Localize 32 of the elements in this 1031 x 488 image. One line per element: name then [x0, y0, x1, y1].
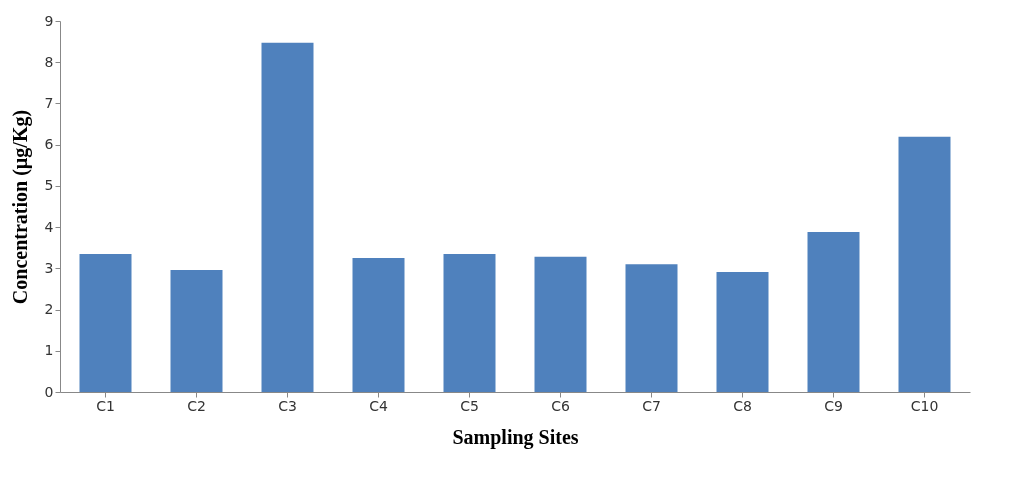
bar: [716, 272, 769, 392]
bar: [534, 256, 587, 392]
x-tick-label: C1: [96, 397, 115, 414]
y-tick-label: 7: [44, 94, 54, 111]
x-tick-label: C3: [278, 397, 297, 414]
bar: [807, 232, 860, 392]
y-tick-label: 6: [44, 136, 54, 153]
x-axis-title: Sampling Sites: [452, 425, 579, 449]
y-tick-label: 4: [44, 218, 54, 235]
x-tick-label: C7: [642, 397, 661, 414]
x-tick-label: C2: [187, 397, 206, 414]
y-axis-title: Concentration (µg/Kg): [8, 109, 32, 305]
bar: [261, 42, 314, 392]
x-tick-label: C9: [824, 397, 843, 414]
bar: [898, 136, 951, 392]
bar: [352, 258, 405, 392]
x-tick-label: C5: [460, 397, 479, 414]
x-tick-label: C4: [369, 397, 388, 414]
y-tick-label: 9: [44, 12, 54, 29]
bar: [170, 269, 223, 392]
bar: [625, 264, 678, 392]
x-tick-label: C10: [910, 397, 939, 414]
x-tick-label: C8: [733, 397, 752, 414]
y-tick-label: 8: [44, 53, 54, 70]
y-tick-label: 3: [44, 259, 54, 276]
y-tick-label: 2: [44, 301, 54, 318]
y-tick-label: 5: [44, 177, 54, 194]
bar: [79, 253, 132, 392]
bar: [443, 253, 496, 392]
y-tick-label: 0: [44, 383, 54, 400]
y-tick-label: 1: [44, 342, 54, 359]
x-tick-label: C6: [551, 397, 570, 414]
